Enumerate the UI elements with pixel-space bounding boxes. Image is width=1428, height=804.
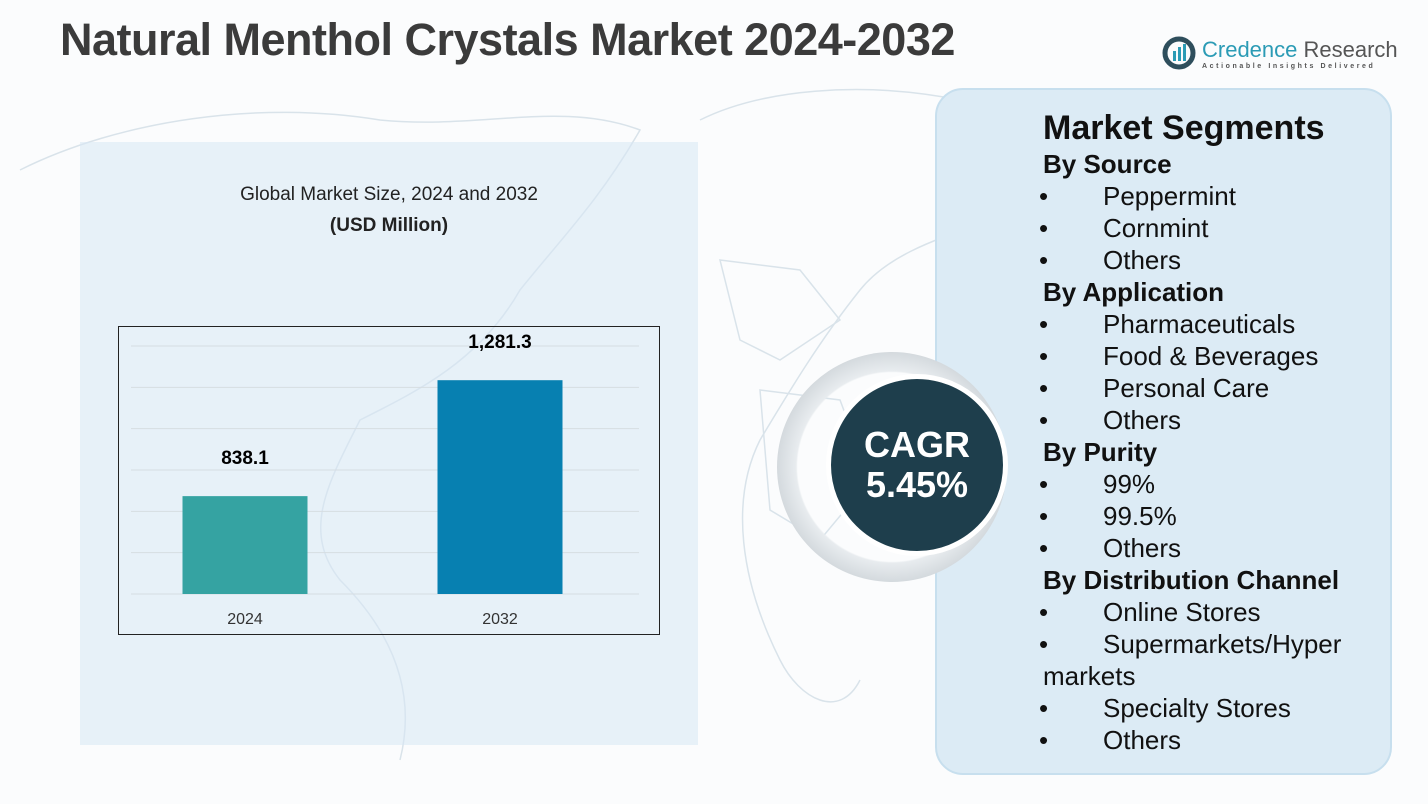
bullet: • [1039, 501, 1049, 531]
segment-item: • Pharmaceuticals [1039, 308, 1383, 340]
bar-value-label: 1,281.3 [468, 332, 531, 353]
bullet: • [1039, 373, 1049, 403]
bullet: • [1039, 309, 1049, 339]
bullet: • [1039, 629, 1049, 659]
chart-subtitle: (USD Million) [329, 215, 449, 236]
segment-item-label: Others [1103, 533, 1182, 563]
segment-item-label: 99% [1103, 469, 1156, 499]
segment-item: • Online Stores [1039, 596, 1383, 628]
bullet: • [1039, 245, 1049, 275]
x-tick-label: 2024 [227, 611, 263, 628]
bullet: • [1039, 693, 1049, 723]
segment-item-label: Others [1103, 725, 1182, 755]
bar-2024 [182, 496, 308, 594]
segment-item-label: Others [1103, 405, 1182, 435]
segments-heading: Market Segments [1043, 109, 1325, 147]
market-size-panel [80, 142, 698, 745]
segment-item: • Specialty Stores [1039, 692, 1383, 724]
segment-item: • 99% [1039, 468, 1383, 500]
segment-item-label: Personal Care [1103, 373, 1270, 403]
segment-item-label: Online Stores [1103, 597, 1261, 627]
bullet: • [1039, 469, 1049, 499]
segment-group-title: By Purity [1043, 437, 1158, 467]
segment-item: • Others [1039, 404, 1383, 436]
cagr-value: 5.45% [865, 464, 969, 505]
market-segments: Market Segments By Source • Peppermint • Cor… [1039, 108, 1383, 756]
segment-group-title: By Application [1043, 277, 1225, 307]
logo-name-2: Research [1303, 36, 1398, 62]
segment-item-label: Food & Beverages [1103, 341, 1319, 371]
segment-item: • Personal Care [1039, 372, 1383, 404]
bar-2032 [437, 380, 563, 594]
bullet: • [1039, 341, 1049, 371]
bullet: • [1039, 597, 1049, 627]
bar-chart: 838.1 2024 1,281.3 2032 [118, 326, 660, 635]
logo-chart-icon [1162, 36, 1196, 70]
bar-chart-svg: 838.1 2024 1,281.3 2032 [131, 332, 639, 628]
logo: Credence Research Actionable Insights De… [1162, 36, 1398, 70]
market-segments-panel [935, 88, 1392, 775]
segment-item-label: Supermarkets/Hyper markets [1043, 629, 1342, 691]
bullet: • [1039, 405, 1049, 435]
bullet: • [1039, 725, 1049, 755]
segment-item-label: Pharmaceuticals [1103, 309, 1296, 339]
segment-item: • Others [1039, 244, 1383, 276]
logo-tagline: Actionable Insights Delivered [1202, 62, 1376, 70]
chart-title: Global Market Size, 2024 and 2032 [240, 184, 538, 205]
segment-group-title: By Distribution Channel [1043, 565, 1340, 595]
segment-item: • Peppermint [1039, 180, 1383, 212]
logo-name-1: Credence [1202, 36, 1298, 62]
segment-group-title: By Source [1043, 149, 1172, 179]
bullet: • [1039, 533, 1049, 563]
segment-item: • Cornmint [1039, 212, 1383, 244]
segment-item-label: Peppermint [1103, 181, 1236, 211]
bullet: • [1039, 213, 1049, 243]
segment-item: • Supermarkets/Hyper markets [1039, 628, 1383, 692]
cagr-badge: CAGR 5.45% [826, 374, 1008, 556]
segment-item: • Food & Beverages [1039, 340, 1383, 372]
segment-item: • Others [1039, 532, 1383, 564]
bullet: • [1039, 181, 1049, 211]
segment-item-label: 99.5% [1103, 501, 1177, 531]
segment-item: • 99.5% [1039, 500, 1383, 532]
segment-item: • Others [1039, 724, 1383, 756]
cagr-label: CAGR [864, 424, 970, 465]
segment-item-label: Cornmint [1103, 213, 1209, 243]
segment-item-label: Others [1103, 245, 1182, 275]
bar-value-label: 838.1 [221, 448, 269, 469]
page-title: Natural Menthol Crystals Market 2024-203… [60, 14, 955, 65]
x-tick-label: 2032 [482, 611, 518, 628]
segment-item-label: Specialty Stores [1103, 693, 1291, 723]
